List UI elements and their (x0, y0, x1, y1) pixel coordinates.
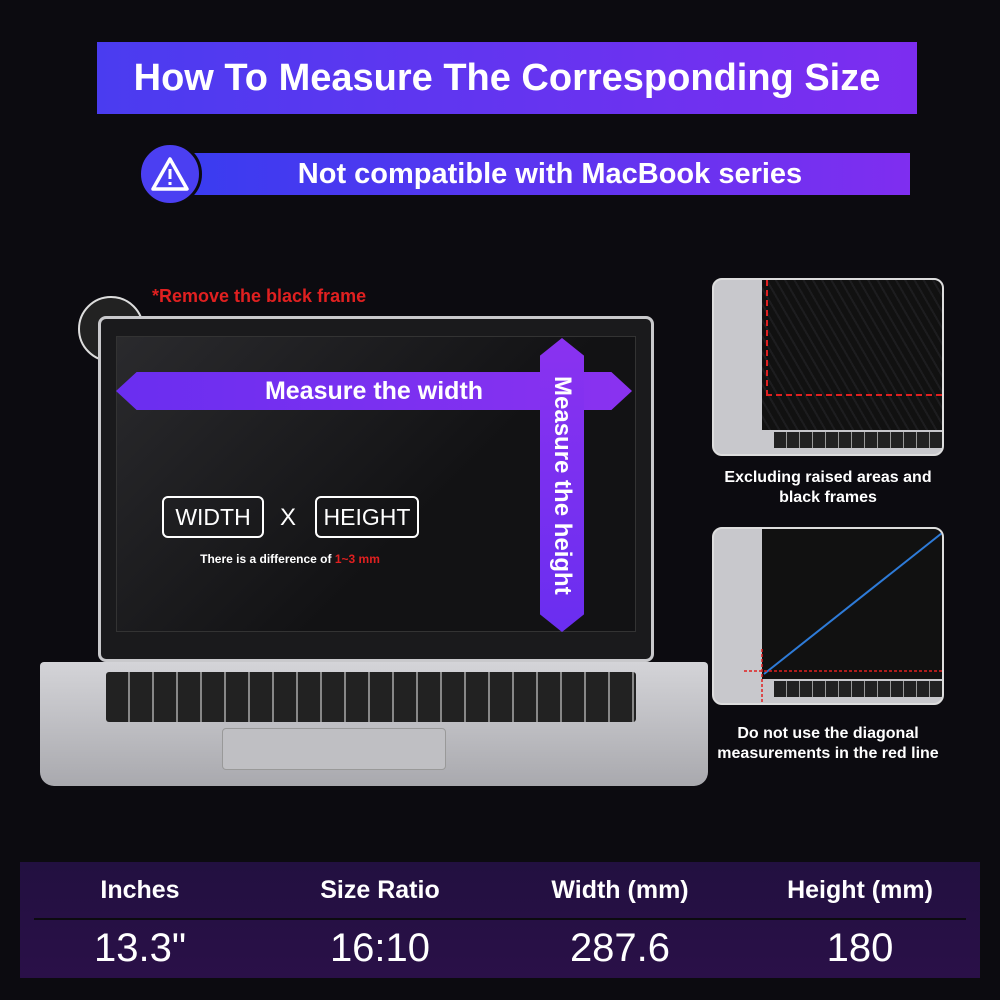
width-box: WIDTH (162, 496, 264, 538)
table-divider (34, 918, 966, 920)
measure-height-label: Measure the height (540, 338, 584, 632)
times-label: X (280, 504, 297, 531)
measure-height-arrow (540, 338, 584, 632)
table-header-row: Inches Size Ratio Width (mm) Height (mm) (20, 876, 980, 905)
value-inches: 13.3" (93, 926, 187, 970)
diagonal-detail-image (712, 527, 944, 705)
side-caption-2: Do not use the diagonal measurements in … (717, 725, 939, 762)
value-size-ratio: 16:10 (329, 926, 431, 970)
height-box: HEIGHT (315, 496, 419, 538)
header-size-ratio: Size Ratio (320, 876, 440, 904)
header-inches: Inches (100, 876, 180, 904)
frame-detail-image (712, 278, 944, 456)
compatibility-warning: Not compatible with MacBook series (190, 153, 910, 195)
side-caption-1: Excluding raised areas and black frames (724, 469, 932, 506)
size-table: Inches Size Ratio Width (mm) Height (mm)… (20, 862, 980, 978)
difference-note: There is a difference of 1~3 mm (160, 552, 420, 566)
remove-frame-note: *Remove the black frame (152, 286, 367, 306)
touchpad (222, 728, 446, 770)
header-width: Width (mm) (551, 876, 689, 904)
difference-prefix: There is a difference of (200, 552, 335, 566)
measure-height-text: Measure the height (549, 375, 576, 595)
header-height: Height (mm) (787, 876, 933, 904)
table-row: 13.3" 16:10 287.6 180 (20, 926, 980, 971)
value-height: 180 (826, 926, 894, 970)
warning-triangle-icon (138, 142, 202, 206)
difference-value: 1~3 mm (334, 552, 380, 566)
keyboard (106, 672, 636, 722)
page-title: How To Measure The Corresponding Size (97, 42, 917, 114)
value-width: 287.6 (569, 926, 671, 970)
